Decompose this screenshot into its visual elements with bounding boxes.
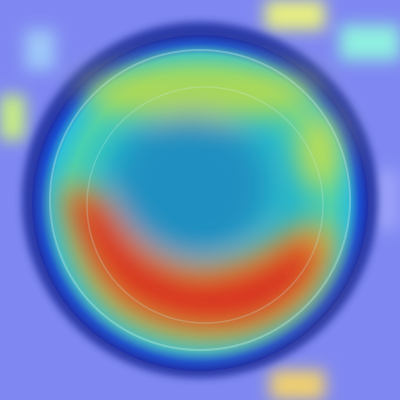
dish-inner-ring	[86, 86, 324, 324]
dish-inner-edge	[49, 49, 351, 351]
heat-regions	[60, 64, 342, 340]
